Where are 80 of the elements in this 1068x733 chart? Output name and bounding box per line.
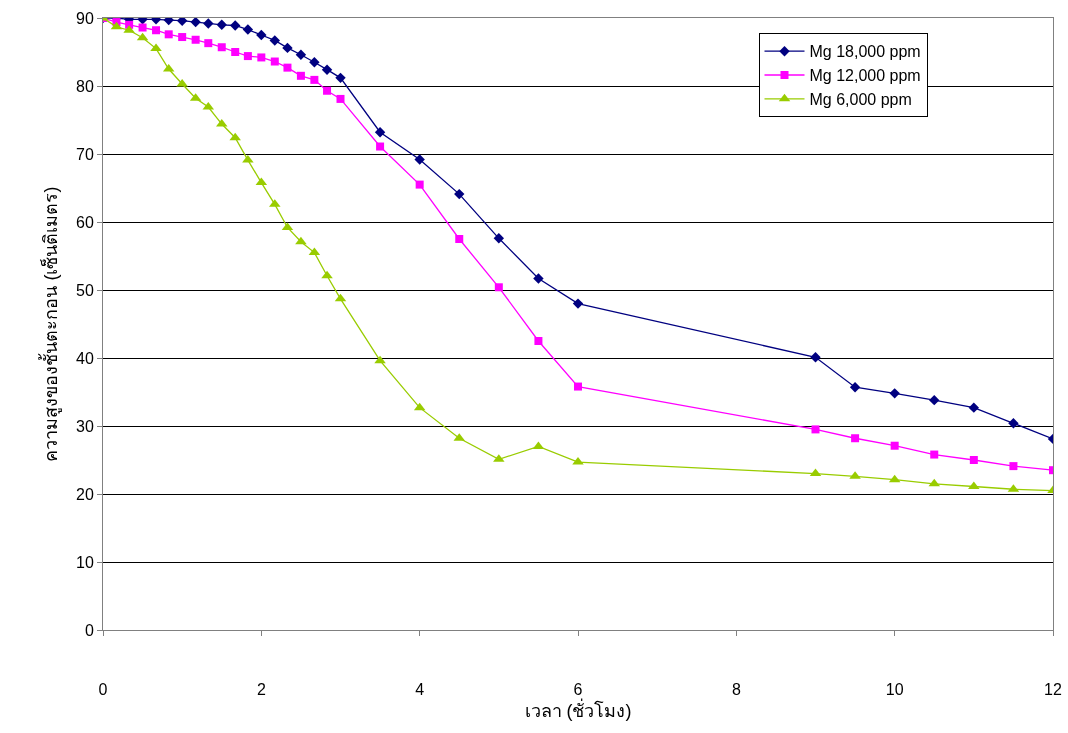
y-tick-label: 60 xyxy=(76,213,94,231)
point xyxy=(889,388,900,399)
point xyxy=(574,382,582,391)
point xyxy=(150,43,162,52)
point xyxy=(415,180,424,189)
legend-label: Mg 18,000 ppm xyxy=(809,43,921,61)
point xyxy=(230,20,241,31)
x-tick-label: 8 xyxy=(731,681,741,699)
x-tick-label: 10 xyxy=(885,681,904,699)
point xyxy=(152,26,161,35)
point xyxy=(295,49,307,60)
point xyxy=(454,188,465,200)
point xyxy=(321,270,333,279)
point xyxy=(376,142,385,151)
point xyxy=(231,48,240,56)
point xyxy=(295,236,307,245)
point xyxy=(534,337,543,345)
x-tick-label: 6 xyxy=(573,681,583,699)
point xyxy=(203,18,214,29)
point xyxy=(335,72,346,84)
legend-label: Mg 12,000 ppm xyxy=(809,67,921,85)
point xyxy=(283,63,292,72)
point xyxy=(455,235,464,243)
point xyxy=(890,441,899,450)
y-tick-label: 50 xyxy=(76,281,94,299)
y-axis-title: ความสูงของชั้นตะกอน (เซ็นติเมตร) xyxy=(38,186,62,462)
point xyxy=(810,352,821,363)
legend-label: Mg 6,000 ppm xyxy=(809,91,912,109)
point xyxy=(282,42,293,54)
y-tick-label: 20 xyxy=(76,485,94,503)
y-tick-label: 90 xyxy=(76,9,94,27)
point xyxy=(270,57,279,66)
point xyxy=(494,283,503,292)
point xyxy=(414,154,425,165)
point xyxy=(191,35,200,44)
point xyxy=(929,394,940,406)
point xyxy=(374,355,386,364)
point xyxy=(217,43,226,52)
point xyxy=(190,18,201,28)
x-tick-label: 4 xyxy=(415,681,425,699)
point xyxy=(309,57,320,68)
point xyxy=(269,35,280,46)
y-tick-label: 30 xyxy=(76,417,94,435)
point xyxy=(243,52,252,61)
y-tick-label: 40 xyxy=(76,349,94,367)
point xyxy=(257,53,266,62)
point xyxy=(204,39,213,48)
point xyxy=(242,24,254,35)
point xyxy=(178,33,187,42)
point xyxy=(493,233,505,244)
point xyxy=(572,298,584,309)
point xyxy=(138,23,147,32)
y-tick-label: 0 xyxy=(84,621,94,639)
point xyxy=(374,127,386,138)
point xyxy=(1008,418,1019,429)
point xyxy=(811,425,820,434)
point xyxy=(310,75,319,84)
point xyxy=(336,94,345,103)
point xyxy=(164,30,173,39)
x-tick-label: 0 xyxy=(98,681,108,699)
point xyxy=(256,29,267,41)
x-axis-title: เวลา (ชั่วโมง) xyxy=(524,698,632,722)
point xyxy=(969,456,978,464)
point xyxy=(968,402,980,413)
point xyxy=(321,64,333,75)
point xyxy=(849,382,861,393)
point xyxy=(930,450,939,459)
point xyxy=(968,481,980,490)
point xyxy=(1009,462,1018,471)
point xyxy=(533,273,544,284)
y-tick-label: 10 xyxy=(76,553,94,571)
y-tick-label: 70 xyxy=(76,145,94,163)
point xyxy=(851,434,860,443)
x-tick-label: 12 xyxy=(1044,681,1062,699)
y-tick-label: 80 xyxy=(76,77,94,95)
point xyxy=(216,19,227,30)
point xyxy=(323,86,332,95)
point xyxy=(296,71,305,80)
x-tick-label: 2 xyxy=(256,681,266,699)
point xyxy=(229,132,241,141)
